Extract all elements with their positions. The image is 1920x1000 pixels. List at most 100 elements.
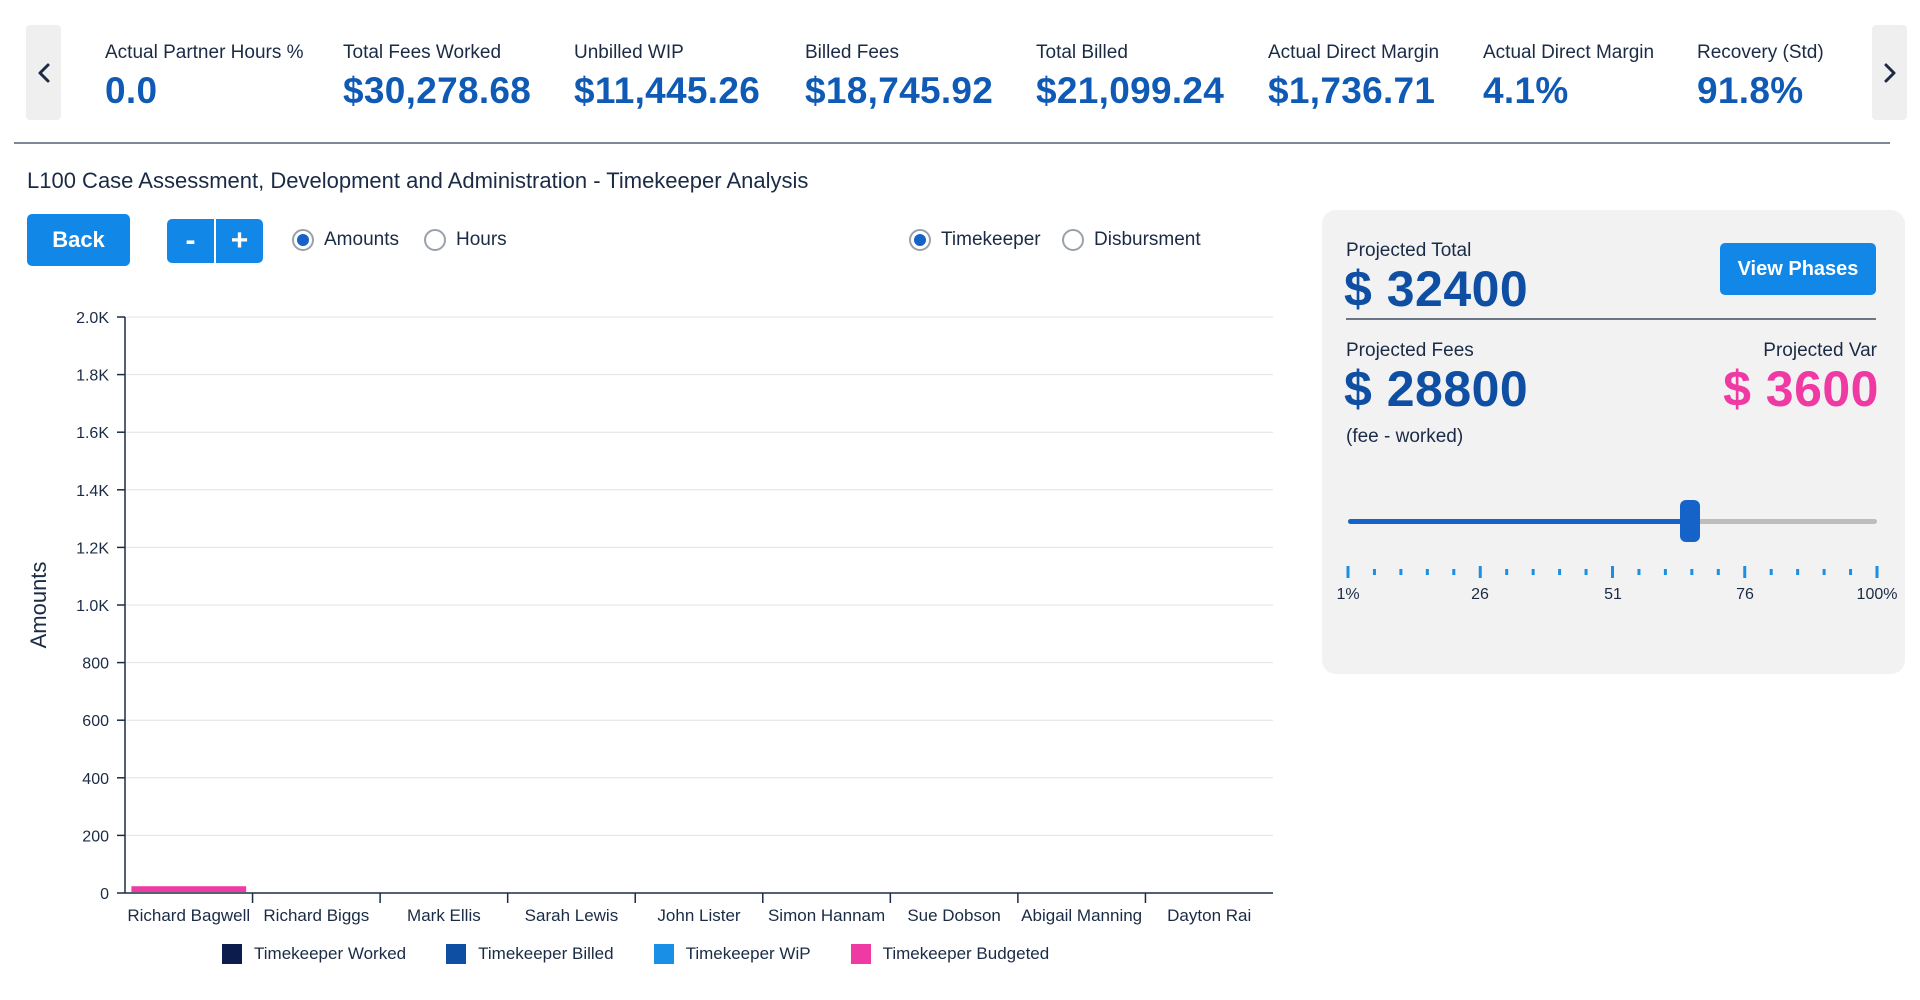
- projection-slider[interactable]: [1348, 500, 1877, 542]
- y-tick-label: 1.6K: [76, 425, 109, 442]
- x-category-label: Simon Hannam: [768, 906, 885, 925]
- kpi-next-button[interactable]: [1872, 25, 1907, 120]
- y-tick-label: 1.8K: [76, 368, 109, 385]
- radio-timekeeper[interactable]: Timekeeper: [909, 229, 1041, 251]
- chart-legend: Timekeeper Worked Timekeeper Billed Timeke…: [222, 944, 1089, 964]
- slider-major-tick: [1875, 566, 1879, 578]
- radio-button[interactable]: [424, 229, 446, 251]
- radio-button[interactable]: [292, 229, 314, 251]
- y-tick-label: 2.0K: [76, 310, 109, 327]
- kpi-label: Unbilled WIP: [574, 42, 684, 63]
- slider-minor-tick: [1796, 569, 1800, 575]
- scale-label-76: 76: [1736, 586, 1754, 603]
- kpi-label: Actual Partner Hours %: [105, 42, 304, 63]
- slider-major-tick: [1346, 566, 1350, 578]
- radio-selected-dot: [297, 234, 309, 246]
- x-category-label: John Lister: [657, 906, 740, 925]
- slider-minor-tick: [1584, 569, 1588, 575]
- y-tick-label: 0: [100, 886, 109, 903]
- view-phases-button[interactable]: View Phases: [1720, 243, 1876, 295]
- legend-item[interactable]: Timekeeper Billed: [446, 944, 614, 964]
- legend-swatch: [653, 944, 674, 964]
- kpi-value: $30,278.68: [343, 70, 532, 111]
- legend-item[interactable]: Timekeeper Worked: [222, 944, 406, 964]
- legend-label: Timekeeper Budgeted: [882, 944, 1050, 963]
- slider-minor-tick: [1822, 569, 1826, 575]
- kpi-label: Actual Direct Margin: [1483, 42, 1655, 63]
- slider-major-tick: [1611, 566, 1614, 578]
- fees-note: (fee - worked): [1346, 426, 1464, 447]
- kpi-label: Total Fees Worked: [343, 42, 502, 63]
- legend-swatch: [446, 944, 467, 964]
- kpi-actual-partner-hours: Actual Partner Hours % 0.0: [105, 42, 304, 112]
- slider-minor-tick: [1716, 569, 1720, 575]
- slider-fill: [1348, 519, 1690, 524]
- kpi-strip: Actual Partner Hours % 0.0 Total Fees Wo…: [0, 0, 1920, 146]
- kpi-value: $1,736.71: [1268, 70, 1436, 111]
- slider-minor-tick: [1425, 569, 1429, 575]
- kpi-value: $11,445.26: [574, 70, 761, 111]
- slider-major-tick: [1743, 566, 1747, 578]
- y-tick-label: 200: [82, 828, 109, 845]
- x-category-label: Sarah Lewis: [525, 906, 619, 925]
- zoom-out-button[interactable]: -: [167, 219, 214, 263]
- projected-fees-value: $ 28800: [1344, 361, 1529, 417]
- projected-fees-label: Projected Fees: [1346, 340, 1474, 361]
- back-button[interactable]: Back: [27, 214, 130, 266]
- y-tick-label: 800: [82, 656, 109, 673]
- kpi-recovery-std: Recovery (Std) 91.8%: [1697, 42, 1824, 112]
- kpi-actual-direct-margin-amount: Actual Direct Margin $1,736.71: [1268, 42, 1439, 112]
- slider-minor-tick: [1399, 569, 1403, 575]
- radio-button[interactable]: [1062, 229, 1084, 251]
- y-tick-label: 1.2K: [76, 540, 109, 557]
- kpi-label: Billed Fees: [805, 42, 899, 63]
- kpi-prev-button[interactable]: [26, 25, 61, 120]
- kpi-divider: [14, 142, 1890, 144]
- legend-label: Timekeeper Billed: [478, 944, 614, 963]
- kpi-billed-fees: Billed Fees $18,745.92: [805, 42, 993, 112]
- slider-minor-tick: [1452, 569, 1456, 575]
- y-tick-label: 1.4K: [76, 483, 109, 500]
- slider-minor-tick: [1690, 569, 1694, 575]
- kpi-unbilled-wip: Unbilled WIP $11,445.26: [574, 42, 760, 112]
- x-category-label: Sue Dobson: [907, 906, 1001, 925]
- kpi-actual-direct-margin-percent: Actual Direct Margin 4.1%: [1483, 42, 1654, 112]
- projected-var-value: $ 3600: [1723, 361, 1879, 417]
- page-title: L100 Case Assessment, Development and Ad…: [27, 168, 809, 193]
- projection-panel: Projected Total $ 32400 View Phases Proj…: [1322, 210, 1905, 674]
- x-category-label: Dayton Rai: [1167, 906, 1251, 925]
- kpi-value: $21,099.24: [1036, 70, 1225, 111]
- legend-label: Timekeeper Worked: [254, 944, 407, 963]
- x-category-label: Abigail Manning: [1021, 906, 1142, 925]
- radio-label: Disbursment: [1094, 229, 1201, 250]
- slider-thumb[interactable]: [1679, 500, 1700, 542]
- slider-minor-tick: [1663, 569, 1667, 575]
- legend-label: Timekeeper WiP: [685, 944, 811, 963]
- bar-timekeeper-budgeted: [131, 886, 247, 892]
- slider-minor-tick: [1372, 569, 1376, 575]
- timekeeper-bar-chart: 0 200 400 600 800 1.0K 1.2K 1.4K 1.6K 1.8K 2.0K Amo…: [26, 310, 1273, 925]
- chevron-right-icon: [1884, 63, 1895, 82]
- zoom-in-button[interactable]: +: [216, 219, 263, 263]
- kpi-total-fees-worked: Total Fees Worked $30,278.68: [343, 42, 531, 112]
- panel-divider: [1346, 318, 1876, 320]
- legend-swatch: [850, 944, 871, 964]
- legend-item[interactable]: Timekeeper Budgeted: [850, 944, 1050, 964]
- radio-disbursment[interactable]: Disbursment: [1062, 229, 1201, 251]
- slider-scale-ticks: [1346, 566, 1879, 578]
- slider-major-tick: [1478, 566, 1482, 578]
- slider-minor-tick: [1505, 569, 1509, 575]
- kpi-label: Total Billed: [1036, 42, 1128, 63]
- radio-button[interactable]: [909, 229, 931, 251]
- slider-minor-tick: [1531, 569, 1535, 575]
- projected-var-label: Projected Var: [1763, 340, 1877, 361]
- slider-minor-tick: [1558, 569, 1562, 575]
- slider-minor-tick: [1769, 569, 1773, 575]
- kpi-label: Recovery (Std): [1697, 42, 1824, 63]
- radio-amounts[interactable]: Amounts: [292, 229, 399, 251]
- legend-item[interactable]: Timekeeper WiP: [653, 944, 811, 964]
- radio-hours[interactable]: Hours: [424, 229, 507, 251]
- kpi-value: $18,745.92: [805, 70, 994, 111]
- kpi-value: 4.1%: [1483, 70, 1569, 111]
- y-tick-label: 600: [82, 713, 109, 730]
